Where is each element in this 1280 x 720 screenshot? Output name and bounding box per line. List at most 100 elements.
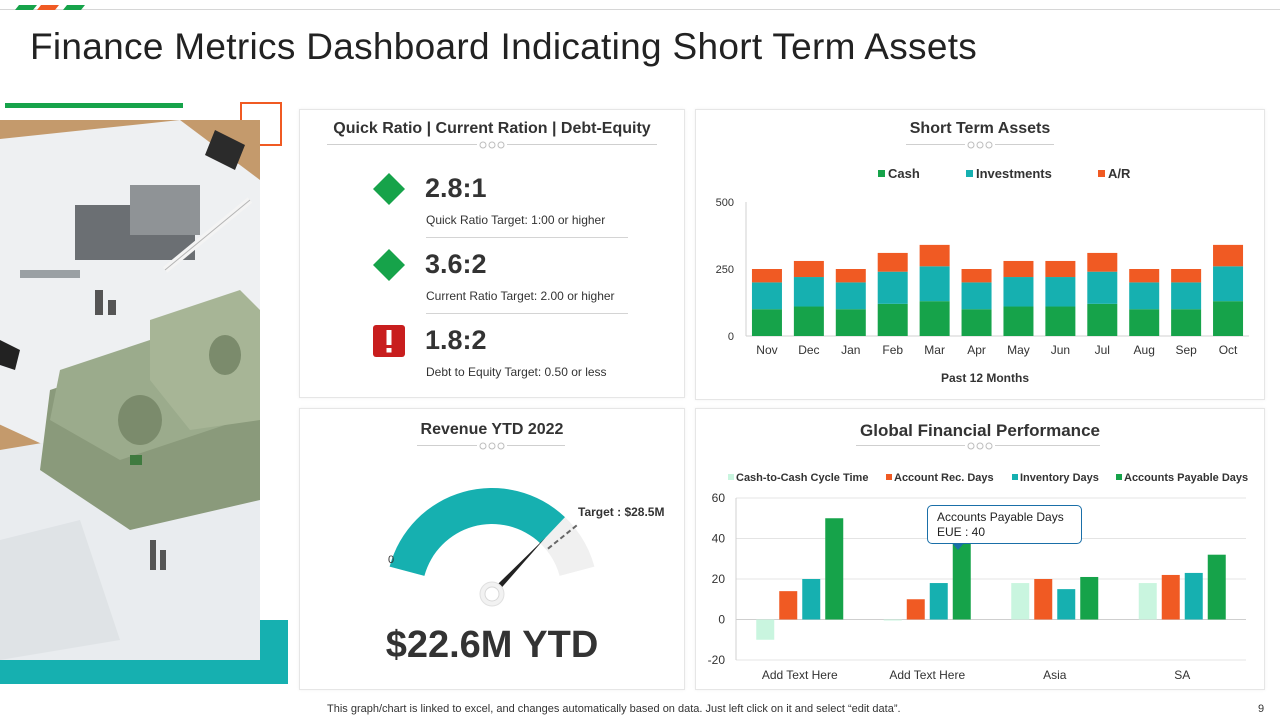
x-tick-label: Oct [1219,343,1238,357]
red-alert-icon [373,325,405,357]
legend-swatch-account-rec-days [886,474,892,480]
bar-cash-to-cash-cycle-time-1 [883,619,902,621]
gauge-zero-label: 0 [388,554,395,566]
y-tick-label: 500 [716,197,734,209]
short-term-assets-chart: 0 250 500 Nov Dec Jan Feb Mar Apr May Jun Jul Aug Sep… [716,166,1249,385]
tooltip-pointer [952,543,964,550]
knot-ornament [965,141,995,149]
bar-investments-mar [919,266,950,302]
x-tick-label: Jan [841,343,860,357]
tooltip-value: EUE : 40 [937,525,986,539]
ratios-title: Quick Ratio | Current Ration | Debt-Equi… [333,120,651,137]
green-diamond-icon [373,173,405,205]
legend-label: Accounts Payable Days [1124,472,1248,484]
bar-investments-sep [1171,282,1202,310]
bar-cash-to-cash-cycle-time-3 [1138,583,1157,620]
legend-label: Account Rec. Days [894,472,994,484]
bar-cash-feb [877,303,908,336]
x-tick-label: Apr [967,343,986,357]
bar-cash-aug [1129,309,1160,336]
legend-label: Inventory Days [1020,472,1099,484]
bar-account-rec-days-0 [779,591,798,620]
global-performance-card: Global Financial Performance -20 0 20 40 60 A… [695,408,1265,690]
y-tick-label: 40 [712,532,726,546]
bar-cash-mar [919,301,950,336]
bar-inventory-days-0 [802,579,821,620]
bar-a-r-sep [1171,269,1202,283]
x-tick-label: May [1007,343,1030,357]
current-ratio-value: 3.6:2 [425,249,487,279]
tooltip-title: Accounts Payable Days [937,510,1064,524]
legend-swatch-investments [966,170,973,177]
x-tick-label: Feb [882,343,903,357]
bar-a-r-oct [1213,244,1244,267]
bar-cash-jan [835,309,866,336]
bar-cash-sep [1171,309,1202,336]
x-tick-label: Add Text Here [889,668,965,682]
knot-ornament [477,141,507,149]
metric-divider [426,237,628,238]
x-tick-label: Mar [924,343,945,357]
bar-accounts-payable-days-0 [825,518,844,620]
bar-account-rec-days-3 [1161,574,1180,620]
x-tick-label: SA [1174,668,1190,682]
revenue-title: Revenue YTD 2022 [420,421,564,438]
page-title: Finance Metrics Dashboard Indicating Sho… [30,26,978,67]
current-ratio-target: Current Ratio Target: 2.00 or higher [426,289,615,303]
footer-note: This graph/chart is linked to excel, and… [327,703,901,715]
bar-a-r-nov [751,269,782,283]
bar-a-r-dec [793,260,824,278]
legend-swatch-cash-to-cash-cycle-time [728,474,734,480]
legend-swatch-cash [878,170,885,177]
gauge-target-marker [547,523,579,550]
legend-label: A/R [1108,166,1131,181]
x-tick-label: Nov [756,343,777,357]
bar-cash-apr [961,309,992,336]
quick-ratio-target: Quick Ratio Target: 1:00 or higher [426,213,606,227]
bar-investments-jun [1045,277,1076,307]
bar-account-rec-days-2 [1034,579,1053,620]
global-performance-title: Global Financial Performance [860,421,1100,440]
bar-accounts-payable-days-2 [1080,576,1099,620]
debt-equity-value: 1.8:2 [425,325,487,355]
bar-a-r-jan [835,269,866,283]
short-term-assets-card: Short Term Assets 0 250 500 Nov Dec Jan Feb Mar… [695,109,1265,400]
bar-a-r-feb [877,252,908,272]
bar-cash-jun [1045,306,1076,336]
bar-cash-may [1003,306,1034,336]
x-tick-label: Jul [1095,343,1110,357]
bar-inventory-days-3 [1184,572,1203,620]
bar-investments-nov [751,282,782,310]
x-tick-label: Aug [1134,343,1155,357]
gauge-hub-center [484,586,500,602]
debt-equity-target: Debt to Equity Target: 0.50 or less [426,365,607,379]
bar-cash-to-cash-cycle-time-2 [1011,583,1030,620]
x-axis-title: Past 12 Months [941,371,1029,385]
quick-ratio-value: 2.8:1 [425,173,487,203]
metric-divider [426,313,628,314]
bar-cash-to-cash-cycle-time-0 [756,619,775,640]
bar-investments-jul [1087,271,1118,304]
bar-inventory-days-1 [929,583,948,620]
bar-investments-oct [1213,266,1244,302]
y-tick-label: 0 [718,613,725,627]
bar-investments-dec [793,277,824,307]
green-accent-bar [5,103,183,108]
bar-investments-apr [961,282,992,310]
bar-investments-feb [877,271,908,304]
bar-inventory-days-2 [1057,589,1076,620]
knot-ornament [477,442,507,450]
bar-a-r-jul [1087,252,1118,272]
finance-photo [0,120,260,660]
bar-investments-aug [1129,282,1160,310]
gauge-fill [389,488,565,576]
x-tick-label: Sep [1175,343,1197,357]
legend-swatch-inventory-days [1012,474,1018,480]
bar-investments-may [1003,277,1034,307]
bar-accounts-payable-days-3 [1207,554,1226,620]
legend-label: Cash-to-Cash Cycle Time [736,472,868,484]
top-divider [0,9,1280,10]
revenue-ytd-value: $22.6M YTD [385,624,599,666]
legend-label: Investments [976,166,1052,181]
bar-a-r-jun [1045,260,1076,278]
